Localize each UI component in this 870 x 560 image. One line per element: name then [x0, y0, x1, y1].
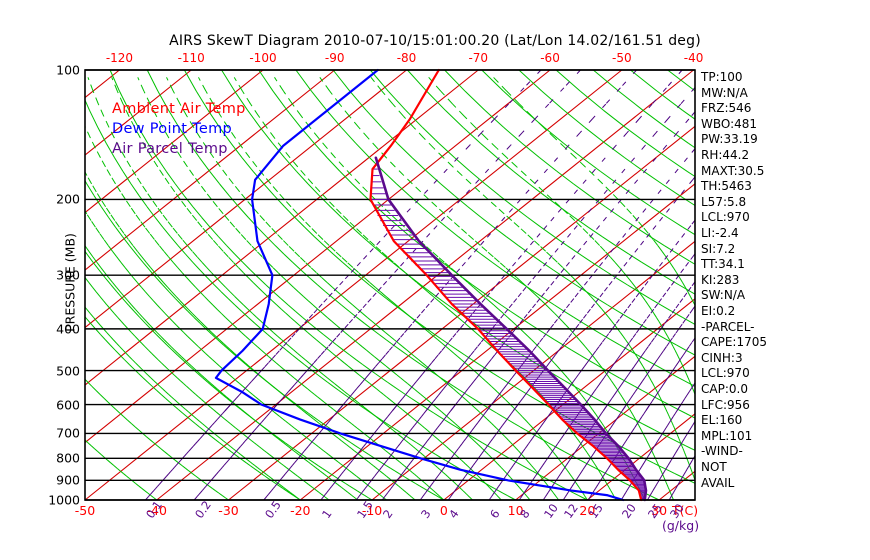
index-sw-n-a: SW:N/A [701, 288, 746, 303]
bottom-temp-tick-label: -10 [361, 503, 383, 518]
pressure-tick-label: 300 [56, 267, 80, 283]
bottom-temp-tick-label: -30 [218, 503, 239, 518]
top-temp-tick-label: -60 [540, 51, 560, 65]
pressure-tick-label: 900 [56, 472, 80, 488]
index-mpl-101: MPL:101 [701, 428, 753, 443]
pressure-tick-label: 200 [56, 191, 80, 207]
index--wind-: -WIND- [701, 444, 743, 459]
pressure-tick-label: 1000 [48, 492, 80, 508]
bottom-temp-tick-label: 20 [579, 503, 596, 518]
legend-item-3: Air Parcel Temp [112, 141, 228, 157]
top-temp-tick-label: -40 [683, 51, 704, 65]
index-ki-283: KI:283 [701, 272, 740, 287]
index-lfc-956: LFC:956 [701, 397, 750, 412]
top-temp-tick-label: -110 [177, 51, 205, 65]
index-lcl-970: LCL:970 [701, 210, 750, 225]
index--parcel-: -PARCEL- [701, 319, 755, 334]
index-th-5463: TH:5463 [701, 179, 752, 194]
index-not: NOT [701, 460, 727, 474]
bottom-temp-tick-label: -20 [290, 503, 311, 518]
legend-item-1: Ambient Air Temp [112, 101, 246, 117]
index-ei-0.2: EI:0.2 [701, 304, 736, 318]
pressure-tick-label: 600 [56, 397, 80, 413]
top-temp-tick-label: -70 [468, 51, 489, 65]
pressure-tick-label: 400 [56, 321, 80, 337]
top-temp-tick-label: -90 [324, 51, 345, 65]
legend-item-2: Dew Point Temp [112, 121, 233, 137]
index-el-160: EL:160 [701, 413, 743, 428]
index-frz-546: FRZ:546 [701, 101, 752, 116]
pressure-tick-label: 700 [56, 425, 80, 441]
index-si-7.2: SI:7.2 [701, 241, 736, 256]
index-maxt-30.5: MAXT:30.5 [701, 163, 765, 178]
index-rh-44.2: RH:44.2 [701, 148, 750, 162]
pressure-tick-label: 100 [56, 62, 80, 78]
pressure-tick-label: 800 [56, 450, 80, 466]
index-li--2.4: LI:-2.4 [701, 226, 739, 240]
index-tp-100: TP:100 [701, 70, 743, 84]
index-tt-34.1: TT:34.1 [701, 257, 745, 272]
index-pw-33.19: PW:33.19 [701, 132, 758, 147]
index-cap-0.0: CAP:0.0 [701, 382, 748, 396]
top-temp-tick-label: -50 [611, 51, 632, 65]
index-l57-5.8: L57:5.8 [701, 194, 747, 209]
pressure-axis-label: PRESSURE (MB) [62, 233, 78, 332]
bottom-temp-tick-label: -50 [74, 503, 96, 518]
index-mw-n-a: MW:N/A [701, 85, 748, 100]
index-lcl-970: LCL:970 [701, 366, 750, 381]
top-temp-tick-label: -100 [249, 51, 277, 65]
top-temp-tick-label: -120 [105, 51, 134, 65]
pressure-tick-label: 500 [56, 363, 80, 379]
bottom-temp-tick-label: -40 [146, 503, 167, 518]
top-temp-tick-label: -80 [396, 51, 417, 65]
temp-axis-label: T(C) [672, 503, 699, 518]
index-wbo-481: WBO:481 [701, 116, 758, 131]
bottom-temp-tick-label: 10 [507, 503, 524, 518]
index-avail: AVAIL [701, 475, 735, 490]
bottom-temp-tick-label: 0 [439, 503, 448, 518]
page-title: AIRS SkewT Diagram 2010-07-10/15:01:00.2… [169, 33, 701, 49]
bottom-temp-tick-label: 30 [651, 503, 668, 518]
index-cinh-3: CINH:3 [701, 350, 743, 365]
mixing-ratio-axis-label: (g/kg) [662, 518, 700, 533]
index-cape-1705: CAPE:1705 [701, 335, 767, 350]
